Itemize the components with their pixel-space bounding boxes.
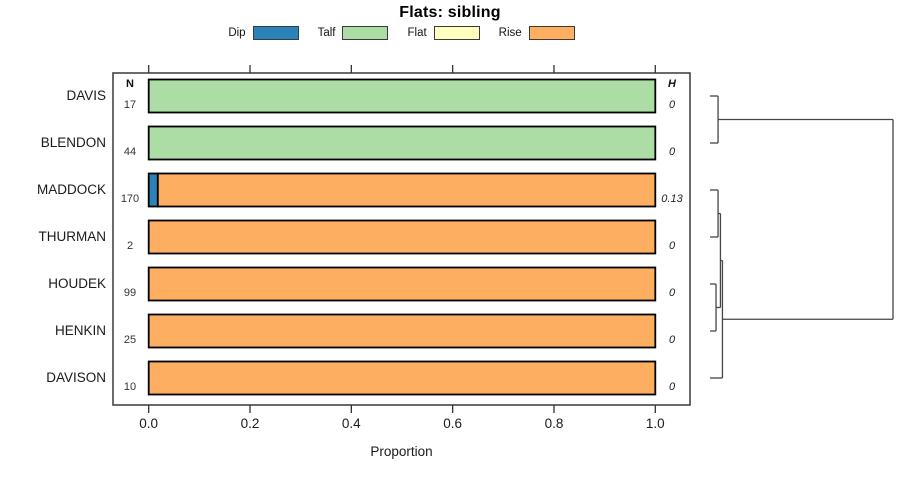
legend-item-talf: Talf xyxy=(318,26,389,40)
h-value: 0 xyxy=(668,99,676,111)
n-value: 10 xyxy=(123,381,137,393)
x-axis-title: Proportion xyxy=(370,444,433,459)
legend-swatch-rise xyxy=(528,26,575,40)
y-axis-label: DAVISON xyxy=(46,370,106,385)
legend-swatch-talf xyxy=(342,26,389,40)
legend-swatch-dip xyxy=(252,26,299,40)
n-column-header: N xyxy=(126,78,134,90)
h-value: 0 xyxy=(668,146,676,158)
n-value: 2 xyxy=(126,240,134,252)
y-axis-label: THURMAN xyxy=(38,229,107,244)
x-tick-label: 0.8 xyxy=(544,416,564,431)
h-value: 0 xyxy=(668,381,676,393)
h-value: 0 xyxy=(668,287,676,299)
n-value: 17 xyxy=(123,99,137,111)
y-axis-label: HENKIN xyxy=(54,323,106,338)
n-value: 44 xyxy=(123,146,137,158)
chart-title: Flats: sibling xyxy=(399,4,501,21)
legend: Dip Talf Flat Rise xyxy=(113,24,690,42)
legend-label-flat: Flat xyxy=(407,27,427,39)
x-tick-label: 0.6 xyxy=(443,416,463,431)
legend-label-dip: Dip xyxy=(228,27,246,39)
h-value: 0 xyxy=(668,240,676,252)
y-axis-label: HOUDEK xyxy=(48,276,106,291)
n-value: 99 xyxy=(123,287,137,299)
x-tick-label: 1.0 xyxy=(645,416,665,431)
legend-item-rise: Rise xyxy=(499,26,575,40)
y-axis-label: BLENDON xyxy=(40,135,106,150)
legend-item-flat: Flat xyxy=(407,26,480,40)
legend-item-dip: Dip xyxy=(228,26,299,40)
h-value: 0.13 xyxy=(661,193,683,205)
legend-label-talf: Talf xyxy=(317,27,336,39)
x-tick-label: 0.0 xyxy=(139,416,159,431)
h-column-header: H xyxy=(668,78,676,90)
h-value: 0 xyxy=(668,334,676,346)
x-tick-label: 0.4 xyxy=(341,416,361,431)
y-axis-label: MADDOCK xyxy=(36,182,106,197)
legend-label-rise: Rise xyxy=(498,27,522,39)
x-tick-label: 0.2 xyxy=(240,416,260,431)
legend-swatch-flat xyxy=(433,26,480,40)
n-value: 170 xyxy=(120,193,140,205)
n-value: 25 xyxy=(123,334,137,346)
y-axis-label: DAVIS xyxy=(66,88,106,103)
